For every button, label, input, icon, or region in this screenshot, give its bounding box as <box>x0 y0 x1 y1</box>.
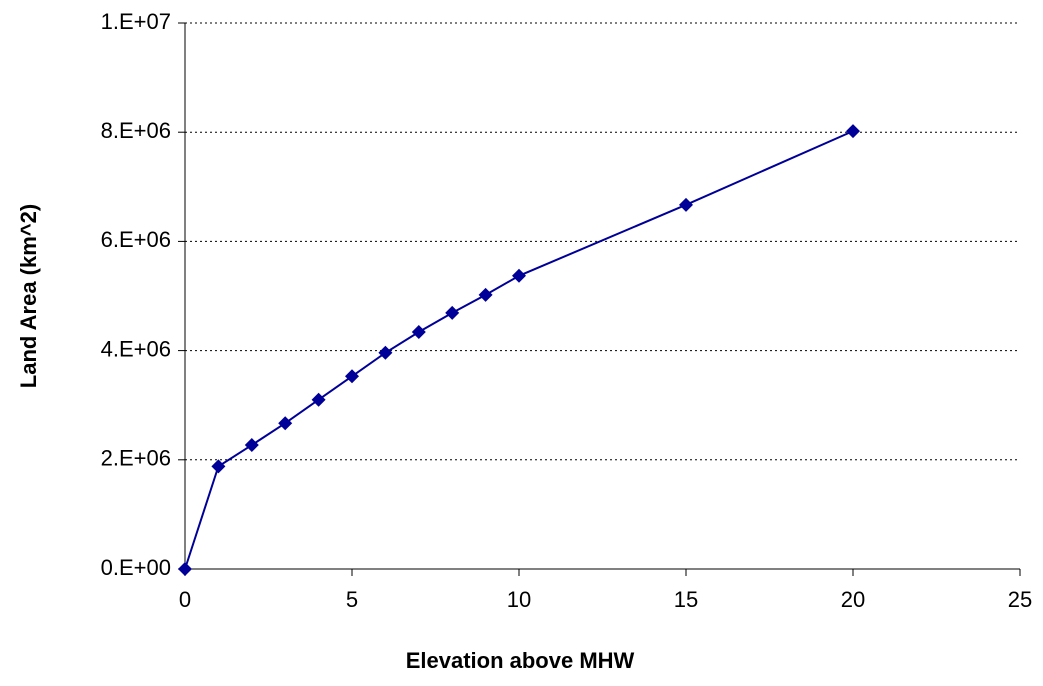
y-tick-label: 1.E+07 <box>101 9 171 34</box>
marker <box>478 287 493 302</box>
y-tick-label: 4.E+06 <box>101 336 171 361</box>
x-tick-label: 10 <box>507 587 531 612</box>
marker <box>278 416 293 431</box>
x-tick-label: 15 <box>674 587 698 612</box>
marker <box>512 268 526 283</box>
x-tick-label: 25 <box>1008 587 1032 612</box>
y-tick-label: 8.E+06 <box>101 118 171 143</box>
y-tick-label: 6.E+06 <box>101 227 171 252</box>
line <box>184 130 854 570</box>
marker <box>445 305 460 320</box>
y-tick-label: 2.E+06 <box>101 446 171 471</box>
marker <box>846 124 860 139</box>
marker <box>178 562 192 576</box>
marker <box>345 369 359 384</box>
x-tick-label: 20 <box>841 587 865 612</box>
x-tick-label: 0 <box>179 587 191 612</box>
x-tick-label: 5 <box>346 587 358 612</box>
marker <box>244 438 259 453</box>
marker <box>679 197 693 212</box>
x-axis-label: Elevation above MHW <box>406 648 635 673</box>
marker <box>211 459 226 474</box>
marker <box>378 345 393 360</box>
marker <box>311 392 326 407</box>
y-axis-label: Land Area (km^2) <box>16 204 41 388</box>
marker <box>411 325 426 340</box>
y-tick-label: 0.E+00 <box>101 555 171 580</box>
